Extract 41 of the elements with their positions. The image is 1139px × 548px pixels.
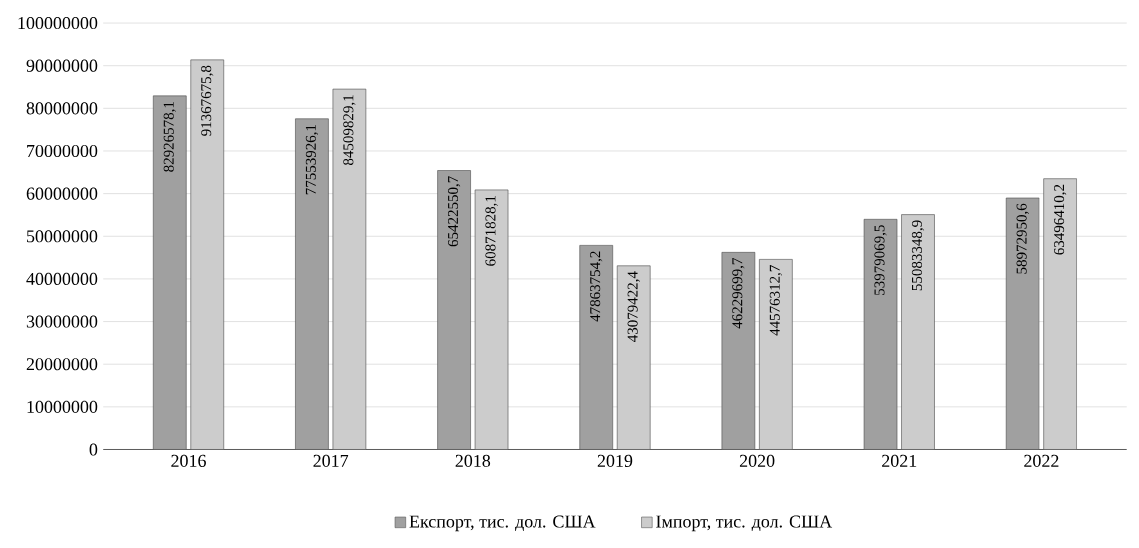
x-tick-label: 2020 [739, 454, 775, 468]
y-tick-label: 60000000 [26, 187, 98, 200]
x-tick-label: 2021 [882, 454, 917, 468]
data-label: 47863754,2 [590, 251, 603, 322]
data-label: 55083348,9 [911, 220, 925, 291]
x-tick-label: 2017 [313, 454, 349, 468]
data-label: 63496410,2 [1054, 185, 1067, 255]
x-tick-label: 2018 [455, 454, 491, 468]
data-label: 60871828,1 [485, 196, 498, 266]
x-tick-label: 2016 [171, 454, 206, 468]
y-tick-label: 100000000 [18, 17, 98, 30]
y-tick-label: 20000000 [26, 358, 98, 371]
data-label: 53979069,5 [874, 225, 887, 296]
y-tick-label: 80000000 [26, 102, 98, 115]
data-label: 46229699,7 [732, 258, 745, 329]
bar [295, 118, 329, 450]
bar [1005, 197, 1040, 450]
bar [579, 245, 614, 450]
bar [153, 95, 187, 450]
data-label: 91367675,8 [201, 65, 214, 137]
data-label: 44576312,7 [769, 265, 782, 336]
legend-label: Імпорт, тис. дол. США [656, 515, 833, 532]
x-tick-label: 2022 [1024, 454, 1059, 468]
legend-label: Експорт, тис. дол. США [409, 515, 596, 532]
data-label: 65422550,7 [447, 176, 461, 247]
bar [437, 170, 471, 450]
bar [721, 252, 756, 450]
data-label: 43079422,4 [627, 271, 640, 343]
y-tick-label: 90000000 [26, 59, 98, 72]
y-tick-label: 50000000 [27, 230, 98, 243]
data-label: 58972950,6 [1016, 203, 1029, 274]
data-label: 84509829,1 [343, 95, 356, 166]
data-label: 82926578,1 [163, 102, 176, 172]
y-tick-label: 40000000 [26, 273, 98, 286]
x-tick-label: 2019 [597, 454, 633, 468]
y-tick-label: 0 [89, 443, 98, 456]
bar [863, 219, 898, 450]
y-tick-label: 30000000 [26, 315, 98, 328]
y-tick-label: 70000000 [27, 145, 98, 158]
data-label: 77553926,1 [305, 125, 319, 195]
y-tick-label: 10000000 [27, 400, 98, 414]
